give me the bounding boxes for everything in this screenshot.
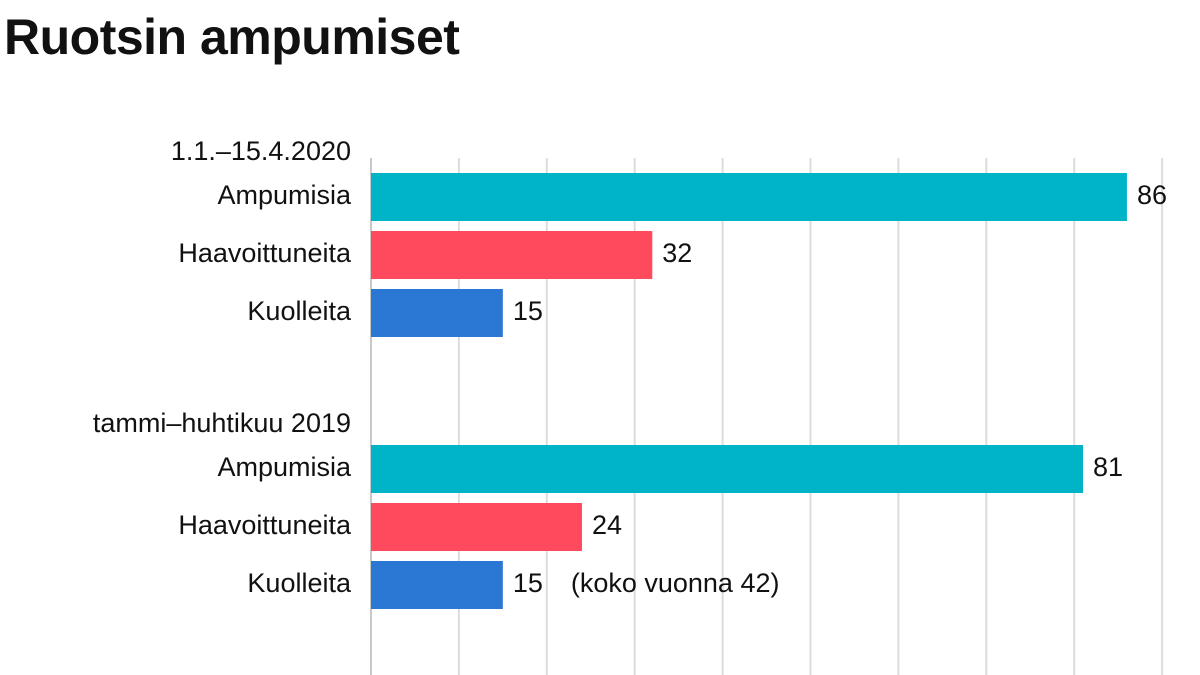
bar [371,289,503,337]
category-label: Ampumisia [217,452,352,482]
data-label: 15 [513,296,543,326]
bar [371,445,1083,493]
data-label: 15 [513,568,543,598]
bar [371,561,503,609]
group-label: 1.1.–15.4.2020 [171,136,351,166]
data-label: 86 [1137,180,1167,210]
page-title: Ruotsin ampumiset [4,9,460,65]
data-label: 81 [1093,452,1123,482]
category-label: Kuolleita [247,568,352,598]
annotation: (koko vuonna 42) [571,568,780,598]
group-label: tammi–huhtikuu 2019 [93,408,351,438]
data-label: 24 [592,510,622,540]
category-label: Ampumisia [217,180,352,210]
category-label: Haavoittuneita [178,238,352,268]
bar [371,231,653,279]
category-label: Kuolleita [247,296,352,326]
bar [371,503,582,551]
category-label: Haavoittuneita [178,510,352,540]
bar [371,173,1127,221]
data-label: 32 [662,238,692,268]
